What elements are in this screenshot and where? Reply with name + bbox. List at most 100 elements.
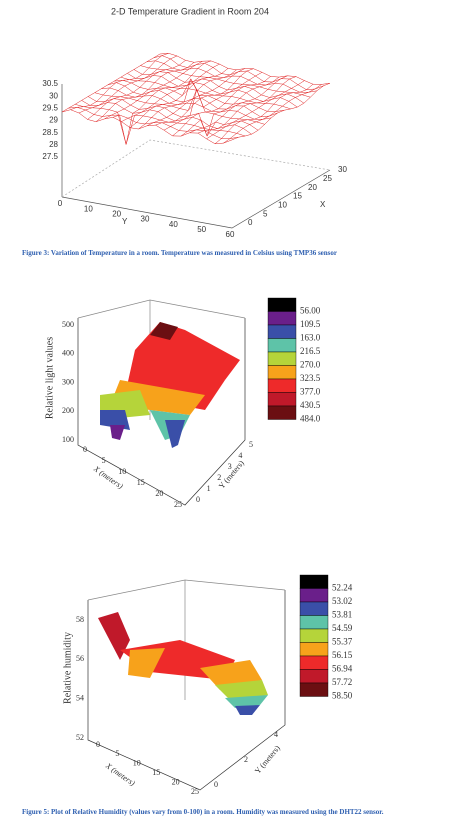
axis-label: Relative light values [44,337,55,419]
legend-swatch [299,615,329,630]
mesh-line [121,63,220,122]
legend-label: 57.72 [332,677,352,687]
y-tick-label: 4 [274,730,278,739]
mesh-line [146,60,317,93]
axis-label: Y [122,217,128,226]
mesh-line [146,68,246,127]
x-tick-label: 0 [96,740,100,749]
x-tick-label: 5 [115,749,119,758]
legend-swatch [299,655,329,670]
legend-label: 377.0 [300,387,321,397]
z-tick-label: 28.5 [42,128,58,137]
z-tick-label: 27.5 [42,152,58,161]
y-tick-label: 1 [207,484,211,493]
legend-label: 58.50 [332,691,353,701]
z-tick-label: 100 [62,435,74,444]
mesh-line [87,96,259,137]
fig1-frame [61,84,331,229]
legend-label: 56.15 [332,650,353,660]
mesh-line [61,109,233,145]
mesh-line [129,68,229,128]
x-tick-label: 25 [174,500,182,509]
legend-swatch [299,588,329,603]
x-tick-label: 0 [83,445,87,454]
caption: Figure 3: Variation of Temperature in a … [22,249,338,257]
caption: Figure 5: Plot of Relative Humidity (val… [22,808,384,816]
mesh-line [127,73,298,108]
humidity-surface [98,612,268,715]
z-tick-label: 400 [62,349,74,358]
mesh-line [163,72,263,131]
legend-swatch [267,338,297,353]
x-tick-label: 25 [191,787,199,796]
legend-label: 323.5 [300,373,321,383]
x-tick-label: 15 [293,192,302,201]
legend-label: 163.0 [300,333,321,343]
light-surface [100,322,240,448]
mesh-line [120,76,291,110]
z-tick-label: 500 [62,320,74,329]
legend-swatch [267,392,297,407]
mesh-line [87,60,186,120]
legend-label: 54.59 [332,623,353,633]
mesh-line [95,62,195,122]
mesh-line [68,107,239,139]
legend-swatch [299,669,329,684]
legend-swatch [267,365,297,380]
legend-swatch [267,405,297,420]
mesh-line [153,55,324,90]
mesh-line [94,88,265,125]
z-tick-label: 58 [76,615,84,624]
axis-label: X [320,200,326,209]
z-tick-label: 54 [76,693,84,702]
x-tick-label: 10 [118,467,126,476]
x-tick-label: 10 [278,200,287,209]
legend-label: 484.0 [300,414,321,424]
z-tick-label: 200 [62,406,74,415]
axis-label: Relative humidity [62,632,73,704]
legend-swatch [267,378,297,393]
y-tick-label: 5 [249,440,253,449]
mesh-line [206,80,305,140]
legend-label: 56.94 [332,664,353,674]
legend-swatch [299,682,329,697]
x-tick-label: 5 [263,209,268,218]
mesh-line [138,69,237,130]
mesh-line [81,100,252,135]
x-tick-label: 20 [155,489,163,498]
mesh-line [172,76,271,137]
mesh-line [214,84,314,144]
legend-label: 53.02 [332,596,352,606]
x-tick-label: 5 [102,456,106,465]
legend-label: 55.37 [332,637,353,647]
legend-swatch [299,628,329,643]
legend-swatch [267,324,297,339]
legend-label: 52.24 [332,583,353,593]
legend-label: 270.0 [300,360,321,370]
z-tick-label: 29 [49,116,58,125]
x-tick-label: 0 [248,218,253,227]
legend-label: 53.81 [332,610,352,620]
legend-label: 109.5 [300,319,321,329]
mesh-line [140,65,311,98]
legend-label: 216.5 [300,346,321,356]
legend-swatch [267,351,297,366]
mesh-line [101,87,272,120]
z-tick-label: 56 [76,654,84,663]
x-tick-label: 30 [338,165,347,174]
mesh-line [75,104,246,146]
legend-swatch [299,642,329,657]
temperature-surface [61,53,331,146]
y-tick-label: 40 [169,220,178,229]
z-tick-label: 29.5 [42,103,58,112]
y-tick-label: 2 [217,473,221,482]
y-tick-label: 4 [238,451,242,460]
mesh-line [112,60,212,145]
y-tick-label: 30 [141,215,150,224]
y-tick-label: 0 [214,780,218,789]
x-tick-label: 20 [308,183,317,192]
mesh-line [159,53,331,85]
y-tick-label: 3 [228,462,232,471]
